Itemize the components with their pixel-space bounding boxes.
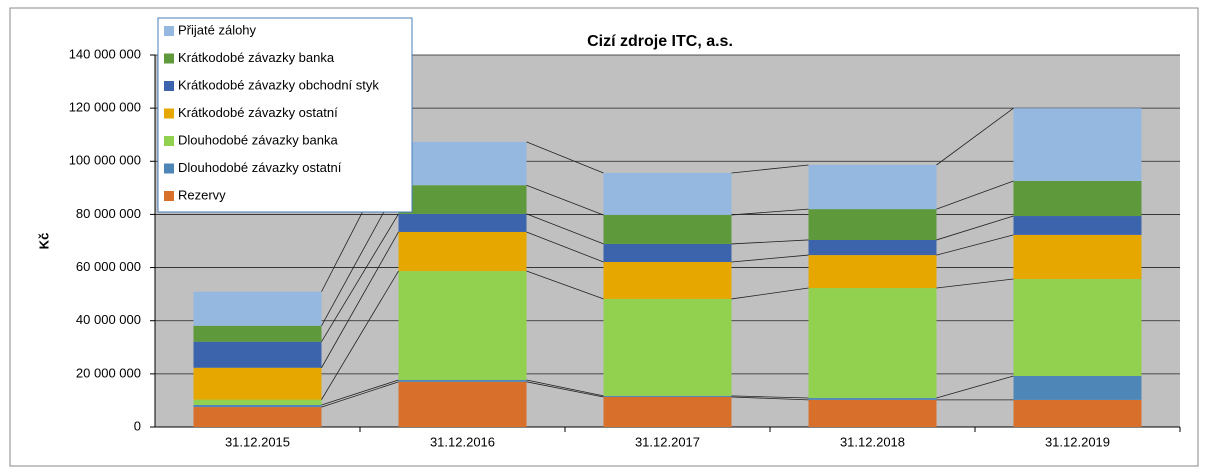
legend-label: Krátkodobé závazky obchodní styk — [178, 77, 379, 92]
series-line — [936, 107, 1014, 166]
bar-segment — [398, 379, 527, 382]
legend-swatch — [164, 136, 174, 146]
bar-segment — [193, 407, 322, 427]
series-line — [526, 231, 604, 263]
bar-segment — [398, 231, 527, 272]
series-line — [731, 239, 809, 245]
bar-segment — [603, 395, 732, 397]
y-tick-label: 40 000 000 — [76, 312, 141, 327]
bar-segment — [398, 381, 527, 427]
legend-label: Krátkodobé závazky banka — [178, 50, 335, 65]
series-line — [321, 231, 399, 368]
bar-segment — [1013, 399, 1142, 427]
bar-segment — [603, 261, 732, 299]
bar-segment — [603, 172, 732, 215]
bar-segment — [398, 213, 527, 232]
y-tick-label: 0 — [134, 418, 141, 433]
bar-segment — [1013, 375, 1142, 400]
series-line — [936, 278, 1014, 289]
bar-segment — [603, 214, 732, 244]
legend-label: Dlouhodobé závazky ostatní — [178, 160, 342, 175]
bar-segment — [1013, 278, 1142, 376]
x-tick-label: 31.12.2016 — [430, 434, 495, 449]
series-line — [731, 395, 809, 399]
bar-segment — [808, 398, 937, 400]
series-line — [936, 375, 1014, 399]
series-line — [321, 213, 399, 342]
bar-segment — [808, 399, 937, 427]
legend-swatch — [164, 163, 174, 174]
legend-label: Rezervy — [178, 187, 226, 202]
y-axis-label: Kč — [36, 233, 51, 250]
x-tick-label: 31.12.2015 — [225, 434, 290, 449]
bar-segment — [193, 341, 322, 368]
bar-segment — [1013, 108, 1142, 181]
legend-label: Přijaté zálohy — [178, 22, 257, 37]
bar-segment — [193, 404, 322, 408]
bar-segment — [1013, 180, 1142, 217]
series-line — [321, 379, 399, 406]
series-line — [526, 213, 604, 245]
bar-segment — [808, 209, 937, 240]
series-line — [936, 234, 1014, 256]
series-line — [731, 287, 809, 300]
bar-segment — [398, 185, 527, 214]
y-tick-label: 60 000 000 — [76, 259, 141, 274]
series-line — [321, 270, 399, 400]
bar-segment — [603, 298, 732, 396]
x-tick-label: 31.12.2019 — [1045, 434, 1110, 449]
x-tick-label: 31.12.2018 — [840, 434, 905, 449]
legend-swatch — [164, 26, 174, 36]
y-tick-label: 120 000 000 — [69, 100, 141, 115]
bar-segment — [1013, 234, 1142, 279]
bar-segment — [603, 396, 732, 427]
y-tick-label: 20 000 000 — [76, 365, 141, 380]
series-line — [526, 184, 604, 216]
chart-title: Cizí zdroje ITC, a.s. — [587, 33, 733, 50]
y-tick-label: 100 000 000 — [69, 153, 141, 168]
series-line — [936, 215, 1014, 241]
bar-segment — [398, 271, 527, 380]
bar-segment — [193, 399, 322, 405]
legend-box — [157, 17, 413, 213]
series-line — [526, 381, 604, 398]
legend-swatch — [164, 81, 174, 91]
legend-swatch — [164, 53, 174, 64]
y-tick-label: 80 000 000 — [76, 206, 141, 221]
bar-segment — [808, 239, 937, 256]
series-line — [936, 180, 1014, 210]
bar-segment — [808, 288, 937, 399]
series-line — [731, 254, 809, 263]
bar-segment — [1013, 216, 1142, 235]
bar-segment — [193, 367, 322, 400]
series-line — [526, 379, 604, 397]
x-tick-label: 31.12.2017 — [635, 434, 700, 449]
legend-swatch — [164, 108, 174, 119]
series-line — [731, 396, 809, 401]
series-line — [321, 381, 399, 408]
series-line — [731, 208, 809, 216]
series-line — [731, 164, 809, 174]
bar-segment — [603, 243, 732, 262]
legend-swatch — [164, 191, 174, 201]
legend-label: Dlouhodobé závazky banka — [178, 132, 338, 147]
bar-segment — [193, 325, 322, 342]
y-tick-label: 140 000 000 — [69, 46, 141, 61]
bar-segment — [193, 291, 322, 326]
bar-segment — [808, 255, 937, 289]
legend-label: Krátkodobé závazky ostatní — [178, 105, 338, 120]
series-line — [526, 141, 604, 174]
bar-segment — [808, 165, 937, 210]
series-line — [526, 270, 604, 300]
bar-segment — [398, 141, 527, 186]
